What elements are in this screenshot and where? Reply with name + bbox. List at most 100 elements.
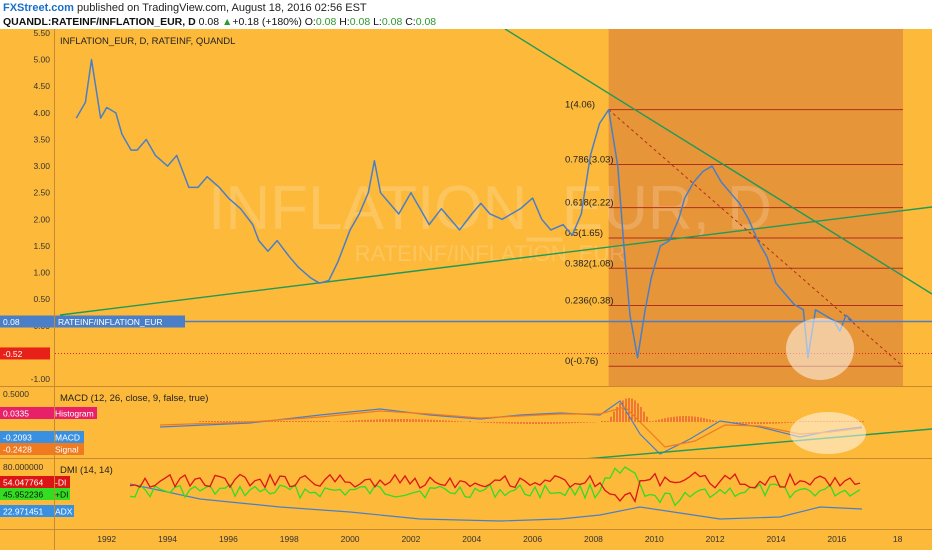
histogram-value-box: [0, 407, 52, 419]
minus-di-line: [129, 471, 861, 504]
y-tick-label: 4.00: [33, 108, 50, 118]
signal-legend: -0.2428 Signal: [0, 443, 84, 455]
adx-value-box: [0, 505, 52, 517]
macd-title: MACD (12, 26, close, 9, false, true): [60, 393, 208, 404]
macd-name-box: [52, 431, 84, 443]
signal-name: Signal: [55, 445, 79, 455]
dmi-panel-background: [0, 459, 932, 529]
symbol-name: QUANDL:RATEINF/INFLATION_EUR, D: [3, 16, 196, 28]
x-tick-label: 2014: [767, 534, 786, 544]
fib-level-label: 0.618(2.22): [565, 198, 614, 209]
red-marker-value: -0.52: [3, 349, 23, 359]
x-tick-label: 2004: [462, 534, 481, 544]
y-tick-label: 2.00: [33, 214, 50, 224]
macd-top-tick: 0.5000: [3, 389, 29, 399]
published-text: published on TradingView.com, August 18,…: [73, 2, 367, 14]
macd-legend: -0.2093 MACD: [0, 431, 84, 443]
fib-level-label: 0.236(0.38): [565, 296, 614, 307]
close-label: C:: [405, 16, 416, 28]
dmi-top-tick: 80.000000: [3, 462, 43, 472]
histogram-legend: 0.0335 Histogram: [0, 407, 97, 419]
x-axis-ticks: 1992 1994 1996 1998 2000 2002 2004 2006 2008 2010…: [97, 534, 902, 544]
x-tick-label: 1996: [219, 534, 238, 544]
macd-highlight-circle[interactable]: [790, 412, 866, 454]
symbol-header: QUANDL:RATEINF/INFLATION_EUR, D 0.08 ▲+0…: [3, 16, 436, 28]
y-tick-label: 2.50: [33, 188, 50, 198]
trendline-down[interactable]: [504, 29, 932, 295]
publish-header: FXStreet.com published on TradingView.co…: [3, 2, 367, 14]
macd-trendline[interactable]: [584, 428, 932, 460]
y-tick-label: -1.00: [31, 374, 51, 384]
open-label: O:: [304, 16, 316, 28]
adx-line: [129, 483, 863, 522]
y-tick-label: 3.00: [33, 161, 50, 171]
red-marker-label: -0.52: [0, 347, 50, 360]
y-tick-label: 5.00: [33, 55, 50, 65]
open-value: 0.08: [315, 16, 337, 28]
minus-di-value: 54.047764: [3, 478, 43, 488]
fib-level-label: 0(-0.76): [565, 356, 598, 367]
chart-canvas[interactable]: INFLATION_EUR, D RATEINF/INFLATION_EUR 1…: [0, 29, 932, 550]
macd-line: [159, 400, 863, 455]
adx-name: ADX: [55, 507, 73, 517]
x-tick-label: 2012: [706, 534, 725, 544]
main-panel[interactable]: INFLATION_EUR, D RATEINF/INFLATION_EUR 1…: [0, 29, 932, 386]
low-value: 0.08: [381, 16, 403, 28]
x-tick-label: 2002: [401, 534, 420, 544]
plus-di-value-box: [0, 488, 52, 500]
dmi-panel[interactable]: DMI (14, 14) 80.000000 54.047764 -DI 45.…: [0, 459, 932, 529]
y-tick-label: 5.50: [33, 29, 50, 38]
close-value: 0.08: [415, 16, 437, 28]
last-price: 0.08: [198, 16, 220, 28]
watermark-symbol: INFLATION_EUR, D: [208, 174, 772, 243]
x-tick-label: 2008: [584, 534, 603, 544]
x-tick-label: 2010: [645, 534, 664, 544]
y-tick-label: 1.00: [33, 268, 50, 278]
highlight-circle[interactable]: [786, 318, 854, 380]
x-tick-label: 1998: [280, 534, 299, 544]
histogram-value: 0.0335: [3, 409, 29, 419]
price-label-box: [0, 315, 185, 328]
plus-di-name: +DI: [55, 490, 68, 500]
y-tick-label: 4.50: [33, 81, 50, 91]
plus-di-value: 45.952236: [3, 490, 43, 500]
price-label: 0.08 RATEINF/INFLATION_EUR: [0, 315, 185, 328]
macd-panel-background: [0, 387, 932, 458]
minus-di-legend: 54.047764 -DI: [0, 476, 70, 488]
adx-value: 22.971451: [3, 507, 43, 517]
histogram-name-box: [52, 407, 97, 419]
change-value: +0.18 (+180%): [232, 16, 302, 28]
price-label-name: RATEINF/INFLATION_EUR: [58, 317, 163, 327]
macd-name: MACD: [55, 433, 80, 443]
y-tick-label: 1.50: [33, 241, 50, 251]
macd-panel[interactable]: MACD (12, 26, close, 9, false, true) 0.5…: [0, 387, 932, 460]
fib-level-label: 0.382(1.08): [565, 258, 614, 269]
adx-legend: 22.971451 ADX: [0, 505, 74, 517]
main-panel-title: INFLATION_EUR, D, RATEINF, QUANDL: [60, 36, 235, 47]
price-label-value: 0.08: [3, 317, 20, 327]
y-tick-label: 0.50: [33, 294, 50, 304]
x-axis-background: [0, 529, 932, 550]
minus-di-value-box: [0, 476, 52, 488]
high-label: H:: [339, 16, 350, 28]
plus-di-line: [129, 466, 861, 507]
low-label: L:: [373, 16, 382, 28]
histogram-name: Histogram: [55, 409, 94, 419]
x-tick-label: 2000: [341, 534, 360, 544]
plus-di-name-box: [52, 488, 70, 500]
y-tick-label: 3.50: [33, 134, 50, 144]
x-tick-label: 2016: [827, 534, 846, 544]
plus-di-legend: 45.952236 +DI: [0, 488, 70, 500]
signal-name-box: [52, 443, 84, 455]
signal-line: [159, 406, 863, 448]
dmi-title: DMI (14, 14): [60, 465, 113, 476]
minus-di-name: -DI: [55, 478, 66, 488]
brand-name[interactable]: FXStreet.com: [3, 2, 74, 14]
fib-diagonal: [608, 109, 904, 367]
trendline-up[interactable]: [59, 206, 932, 316]
minus-di-name-box: [52, 476, 70, 488]
change-arrow-icon: ▲: [221, 16, 233, 28]
x-tick-label: 1994: [158, 534, 177, 544]
series-line-inflation[interactable]: [75, 58, 853, 359]
red-marker-box: [0, 347, 50, 360]
